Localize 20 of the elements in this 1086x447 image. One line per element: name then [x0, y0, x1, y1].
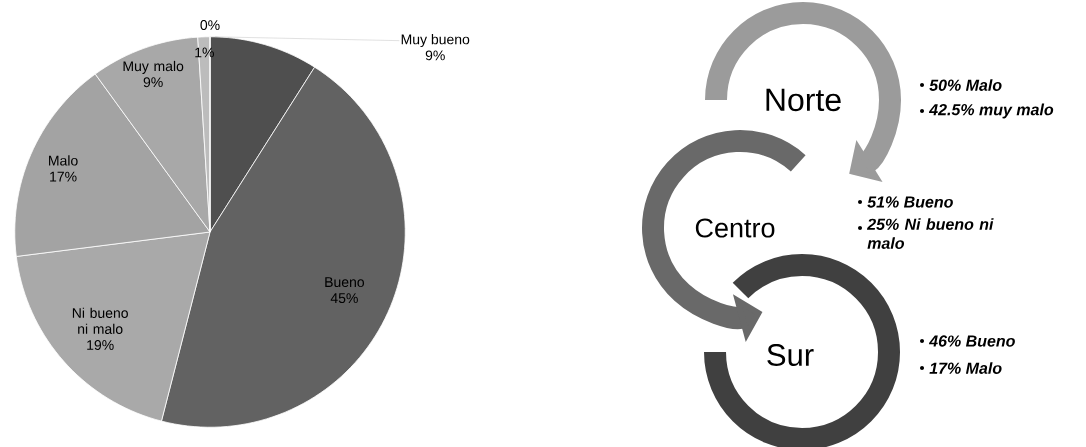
text: 46% Bueno: [928, 335, 1015, 347]
slice-label: Bueno: [325, 277, 365, 288]
data-label: 9%: [425, 50, 445, 61]
data-label: 17%: [50, 171, 77, 182]
slice-label: Ni bueno ni malo: [72, 307, 128, 334]
text: 17% Malo: [929, 362, 1002, 374]
data-label: 19%: [87, 340, 114, 350]
text: Sur: [767, 344, 814, 366]
data-label: 9%: [143, 77, 163, 88]
text: Norte: [766, 88, 841, 112]
text: 50% Malo: [929, 79, 1002, 91]
slice-label: Malo: [49, 155, 78, 166]
data-label: 45%: [330, 293, 358, 304]
text: Centro: [695, 218, 775, 238]
text: 25% Ni bueno ni malo: [866, 218, 994, 249]
slice-label: Muy malo: [123, 60, 184, 74]
text: 42.5% muy malo: [928, 103, 1054, 119]
slice-label: Muy bueno: [401, 34, 470, 48]
text: 0%: [200, 20, 220, 30]
text: 51% Bueno: [867, 196, 953, 208]
